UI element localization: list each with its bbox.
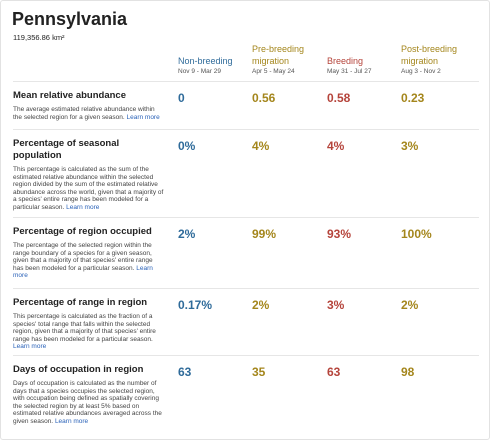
- stat-label-cell: Days of occupation in region Days of occu…: [13, 354, 178, 436]
- stat-value: 93%: [327, 227, 352, 241]
- column-dates: May 31 - Jul 27: [327, 68, 372, 75]
- learn-more-link[interactable]: Learn more: [54, 417, 89, 425]
- stat-label: Days of occupation in region: [13, 363, 144, 375]
- column-name: Post-breeding migration: [401, 44, 458, 66]
- stat-label-cell: Percentage of seasonal population This pe…: [13, 129, 178, 218]
- stat-value: 0.58: [327, 91, 351, 105]
- stat-description: The average estimated relative abundance…: [13, 106, 164, 121]
- value-cell: 63: [178, 354, 252, 436]
- table-body: Mean relative abundance The average estim…: [13, 81, 479, 436]
- stat-label-cell: Percentage of range in region This percen…: [13, 288, 178, 356]
- value-cell: 2%: [178, 217, 252, 289]
- stat-value: 100%: [401, 227, 432, 241]
- value-cell: 0: [178, 81, 252, 130]
- value-cell: 98: [401, 354, 479, 436]
- value-cell: 0%: [178, 129, 252, 218]
- description-text: The average estimated relative abundance…: [13, 106, 155, 121]
- value-cell: 0.17%: [178, 288, 252, 356]
- stat-description: This percentage is calculated as the fra…: [13, 313, 164, 351]
- learn-more-link[interactable]: Learn more: [66, 203, 100, 211]
- stat-value: 2%: [252, 298, 270, 312]
- blank-header: [13, 43, 178, 82]
- stats-table: Non-breeding Nov 9 - Mar 29 Pre-breeding m…: [13, 43, 479, 436]
- column-name: Breeding: [327, 56, 364, 66]
- value-cell: 4%: [252, 129, 327, 218]
- region-area: 119,356.86 km²: [13, 33, 65, 42]
- stat-value: 3%: [401, 139, 419, 153]
- stat-value: 4%: [252, 139, 270, 153]
- column-header: Breeding May 31 - Jul 27: [327, 43, 401, 82]
- stat-label: Percentage of seasonal population: [13, 138, 120, 161]
- stat-value: 4%: [327, 139, 345, 153]
- stat-value: 99%: [252, 227, 277, 241]
- column-dates: Nov 9 - Mar 29: [178, 68, 221, 75]
- stat-label: Mean relative abundance: [13, 90, 126, 101]
- stat-value: 0.23: [401, 91, 425, 105]
- column-name: Non-breeding: [178, 56, 233, 66]
- column-header: Post-breeding migration Aug 3 - Nov 2: [401, 43, 479, 82]
- stat-label-cell: Mean relative abundance The average estim…: [13, 81, 178, 130]
- stat-value: 63: [327, 364, 341, 379]
- stat-description: This percentage is calculated as the sum…: [13, 166, 164, 212]
- stat-row: Days of occupation in region Days of occu…: [13, 354, 479, 436]
- value-cell: 63: [327, 354, 401, 436]
- learn-more-link[interactable]: Learn more: [126, 113, 160, 121]
- stat-value: 0.56: [252, 91, 276, 105]
- stat-value: 98: [401, 364, 415, 379]
- header-row: Non-breeding Nov 9 - Mar 29 Pre-breeding m…: [13, 43, 479, 82]
- stat-description: The percentage of the selected region wi…: [13, 242, 164, 280]
- stat-label-cell: Percentage of region occupied The percent…: [13, 217, 178, 289]
- value-cell: 93%: [327, 217, 401, 289]
- value-cell: 4%: [327, 129, 401, 218]
- stat-value: 0.17%: [178, 298, 213, 312]
- stat-row: Percentage of seasonal population This pe…: [13, 129, 479, 218]
- stat-value: 35: [252, 364, 266, 379]
- stat-value: 3%: [327, 298, 345, 312]
- value-cell: 2%: [252, 288, 327, 356]
- stat-row: Percentage of region occupied The percent…: [13, 217, 479, 289]
- value-cell: 0.58: [327, 81, 401, 130]
- value-cell: 3%: [327, 288, 401, 356]
- value-cell: 100%: [401, 217, 479, 289]
- description-text: Days of occupation is calculated as the …: [13, 379, 162, 425]
- value-cell: 2%: [401, 288, 479, 356]
- value-cell: 99%: [252, 217, 327, 289]
- description-text: The percentage of the selected region wi…: [13, 242, 153, 272]
- stat-value: 2%: [178, 227, 196, 241]
- stat-description: Days of occupation is calculated as the …: [13, 380, 164, 426]
- learn-more-link[interactable]: Learn more: [13, 264, 153, 280]
- stat-row: Percentage of range in region This percen…: [13, 288, 479, 356]
- learn-more-link[interactable]: Learn more: [13, 343, 47, 351]
- value-cell: 0.56: [252, 81, 327, 130]
- stat-row: Mean relative abundance The average estim…: [13, 81, 479, 130]
- stat-label: Percentage of region occupied: [13, 226, 152, 237]
- stat-value: 2%: [401, 298, 419, 312]
- column-dates: Apr 5 - May 24: [252, 68, 295, 75]
- stat-label: Percentage of range in region: [13, 297, 148, 308]
- column-name: Pre-breeding migration: [252, 44, 305, 66]
- column-header: Non-breeding Nov 9 - Mar 29: [178, 43, 252, 82]
- stat-value: 0: [178, 91, 185, 105]
- description-text: This percentage is calculated as the fra…: [13, 313, 156, 343]
- description-text: This percentage is calculated as the sum…: [13, 166, 164, 211]
- value-cell: 3%: [401, 129, 479, 218]
- value-cell: 35: [252, 354, 327, 436]
- stat-value: 0%: [178, 139, 196, 153]
- stat-value: 63: [178, 364, 192, 379]
- value-cell: 0.23: [401, 81, 479, 130]
- column-header: Pre-breeding migration Apr 5 - May 24: [252, 43, 327, 82]
- column-dates: Aug 3 - Nov 2: [401, 68, 441, 75]
- region-title: Pennsylvania: [12, 9, 128, 29]
